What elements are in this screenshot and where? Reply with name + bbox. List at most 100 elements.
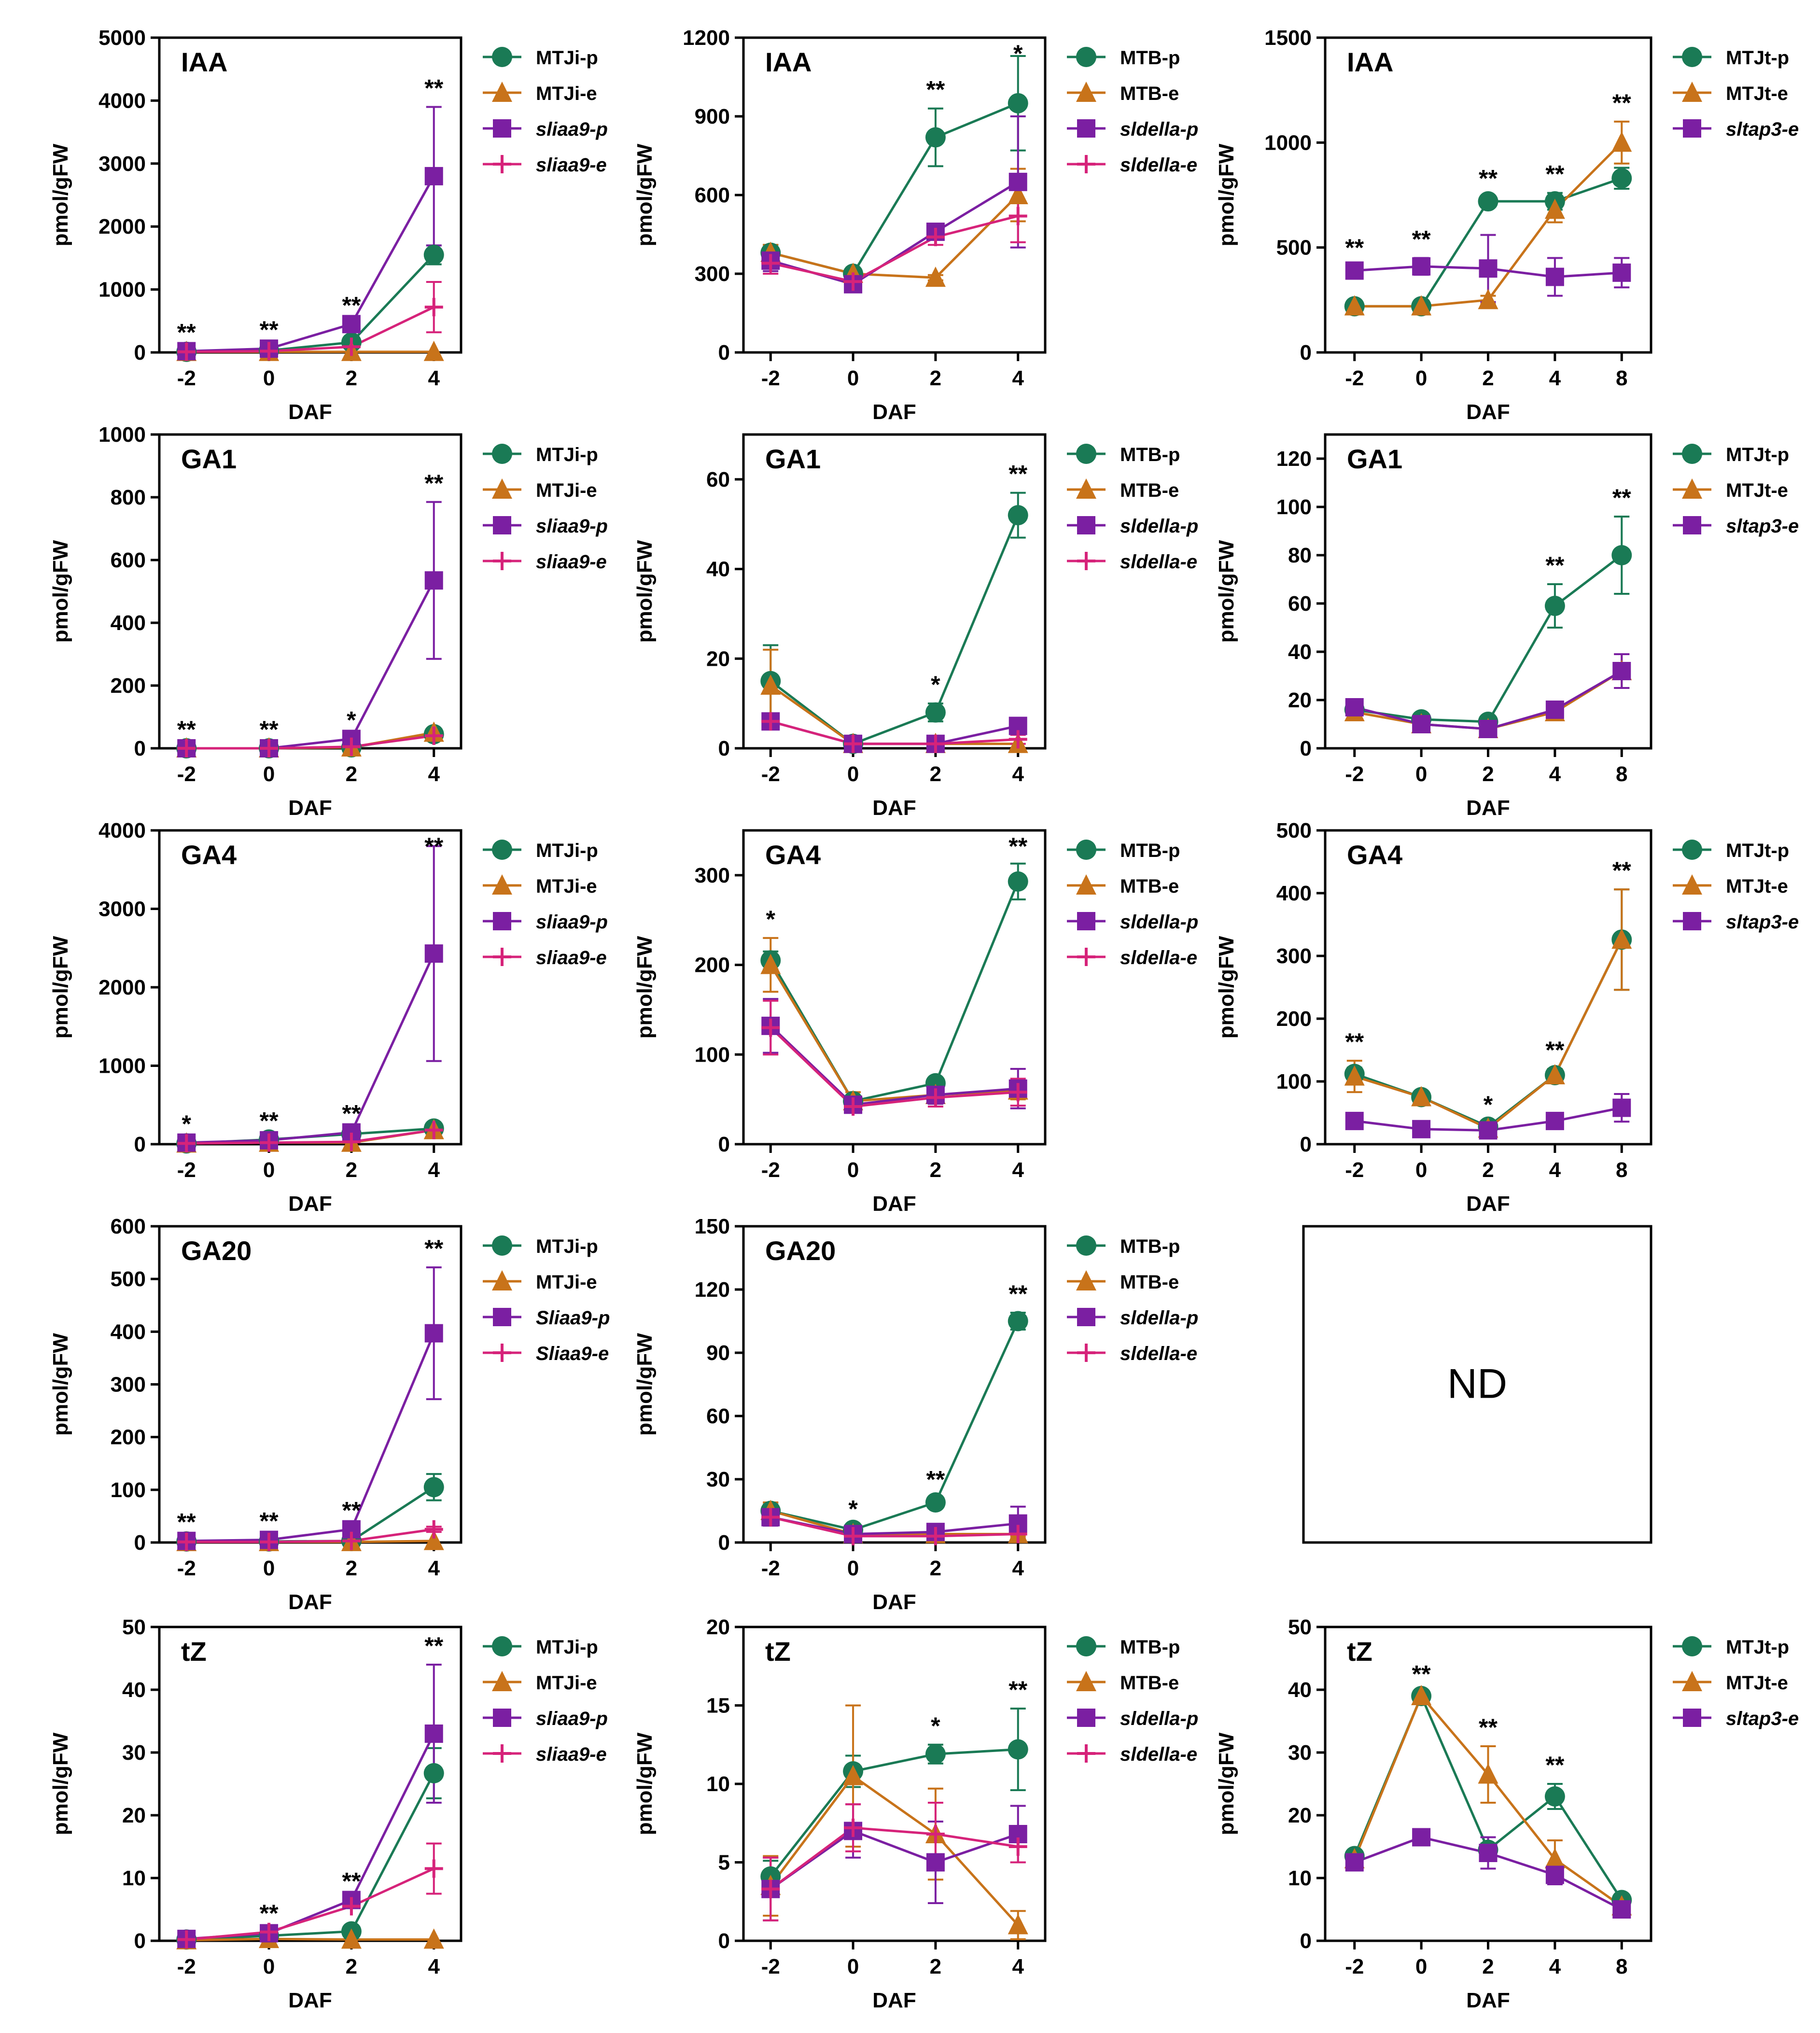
legend-label: sltap3-e [1726,911,1799,933]
legend-marker-MTB-p [1076,1636,1096,1656]
significance-mark: ** [177,319,196,346]
y-tick-label: 2000 [98,976,146,999]
x-tick-label: -2 [761,1556,780,1580]
legend-label: sliaa9-e [536,947,607,968]
y-tick-label: 300 [111,1373,146,1397]
significance-mark: ** [424,833,443,860]
data-point-sliaa9-e [260,1922,279,1941]
data-point-sltap3-e [1345,1111,1364,1130]
data-point-sldella-e [761,1508,780,1527]
data-point-MTJt-e [1478,1763,1498,1784]
data-point-sltap3-e [1612,263,1631,282]
x-axis-label: DAF [288,796,332,820]
x-tick-label: 4 [1549,762,1561,786]
data-point-sldella-e [1008,1837,1027,1856]
legend-label: MTJt-p [1726,444,1789,465]
legend-label: MTB-e [1120,1672,1179,1694]
x-tick-label: -2 [1345,366,1364,390]
x-tick-label: 2 [930,1158,941,1182]
y-tick-label: 120 [695,1278,730,1302]
panel-title: GA4 [181,840,237,870]
series-line-sliaa9-p [186,175,435,352]
significance-mark: ** [1345,1028,1364,1055]
data-point-MTJt-e [1544,198,1565,219]
series-line-MTB-e [770,1510,1018,1536]
y-tick-label: 150 [695,1215,730,1238]
data-point-sldella-e [926,1527,945,1545]
x-tick-label: 2 [346,366,357,390]
y-tick-label: 10 [122,1866,146,1890]
data-point-MTJt-e [1411,1685,1432,1705]
series-line-sldella-p [770,1025,1018,1106]
legend-marker-MTB-p [1076,1235,1096,1256]
data-point-MTJt-e [1544,1064,1565,1084]
y-tick-label: 0 [1300,737,1312,760]
significance-mark: ** [260,316,279,343]
x-tick-label: -2 [177,366,196,390]
y-tick-label: 1200 [683,26,730,50]
legend-marker-sliaa9-e [493,948,511,966]
series-line-MTJi-p [186,1486,435,1543]
y-tick-label: 2000 [98,215,146,238]
x-tick-label: 4 [1549,1158,1561,1182]
x-tick-label: 4 [428,1556,440,1580]
legend-label: sldella-e [1120,154,1197,176]
legend-marker-MTJt-e [1682,82,1702,102]
x-tick-label: 4 [1549,1955,1561,1978]
data-point-MTB-p [925,702,946,723]
legend-label: sldella-e [1120,551,1197,573]
legend-label: MTJt-e [1726,480,1788,501]
y-tick-label: 0 [1300,1133,1312,1156]
x-tick-label: 2 [930,1955,941,1978]
y-tick-label: 100 [1276,495,1312,519]
plot-frame [158,433,462,750]
legend-marker-sliaa9-e [493,552,511,570]
y-tick-label: 90 [706,1341,730,1365]
plot-frame [742,1626,1047,1942]
legend-label: MTJi-e [536,1272,597,1293]
legend-label: MTJi-e [536,480,597,501]
series-line-sliaa9-e [186,306,434,353]
plot-frame [742,36,1047,354]
y-tick-label: 200 [111,1426,146,1449]
series-line-sliaa9-p [186,953,435,1144]
panel-title: IAA [181,47,227,77]
significance-mark: ** [260,716,279,743]
series-line-sldella-e [770,215,1019,283]
y-tick-label: 20 [706,647,730,671]
y-tick-label: 4000 [98,89,146,112]
legend-label: sldella-p [1120,911,1198,933]
x-tick-label: -2 [1345,1158,1364,1182]
x-tick-label: 8 [1616,1955,1627,1978]
y-tick-label: 400 [111,1320,146,1344]
data-point-sliaa9-e [424,298,443,317]
legend-label: MTJt-p [1726,1637,1789,1658]
x-tick-label: -2 [761,1955,780,1978]
y-tick-label: 200 [111,674,146,698]
y-tick-label: 0 [1300,341,1312,365]
y-tick-label: 60 [706,1404,730,1428]
series-line-MTB-e [770,964,1018,1103]
panel-title: tZ [181,1636,207,1667]
x-tick-label: 4 [1549,366,1561,390]
significance-mark: ** [177,716,196,743]
data-point-sliaa9-e [342,737,361,756]
chart-panel-tz-3: 0 10 20 30 40 50 -2 0 2 4 8 DAF pmol/gFW tZ ** ** ** MTJt… [1215,1615,1799,2012]
series-line-MTB-p [770,1748,1018,1878]
y-tick-label: 80 [1288,544,1312,567]
x-axis-label: DAF [288,400,332,424]
y-tick-label: 20 [122,1804,146,1827]
data-point-Sliaa9-e [424,1520,443,1539]
significance-mark: ** [1545,1037,1564,1064]
significance-mark: ** [1412,225,1431,252]
data-point-sldella-e [761,1018,780,1037]
data-point-MTB-p [1008,505,1028,526]
y-tick-label: 5000 [98,26,146,50]
x-tick-label: 4 [1012,1158,1024,1182]
x-axis-label: DAF [288,1192,332,1216]
data-point-sldella-e [926,1825,945,1843]
y-tick-label: 0 [134,341,146,365]
